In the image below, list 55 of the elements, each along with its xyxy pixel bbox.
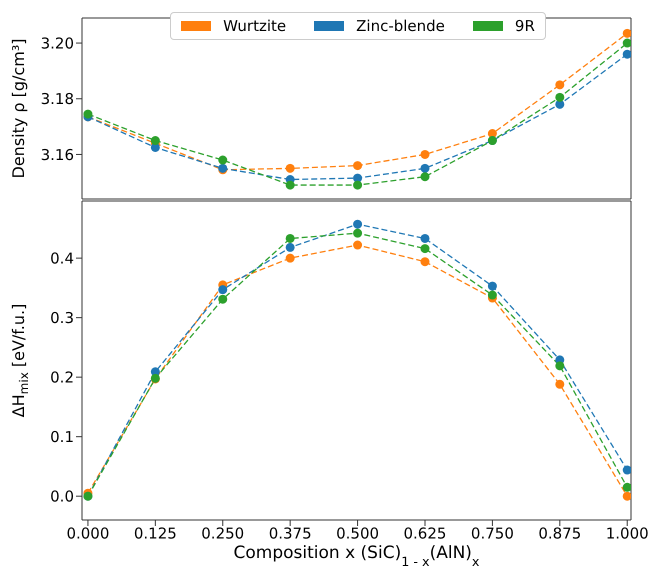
point: [353, 228, 362, 238]
point: [218, 294, 228, 304]
y-tick-label: 0.2: [50, 368, 74, 386]
y-tick-label: 0.3: [50, 308, 74, 327]
point: [286, 164, 295, 173]
x-axis-title: Composition x (SiC)$_{1 - x}$(AlN)$_{x}$: [234, 543, 480, 570]
point: [420, 150, 430, 159]
point: [286, 180, 295, 190]
point: [488, 290, 497, 300]
point: [286, 234, 295, 243]
point: [353, 161, 362, 170]
y-tick-label: 3.18: [40, 90, 74, 108]
point: [622, 466, 631, 475]
y-tick-label: 0.1: [50, 428, 74, 446]
point: [622, 482, 631, 492]
x-tick-label: 0.000: [66, 524, 110, 543]
point: [622, 38, 631, 48]
point: [150, 136, 160, 146]
y-tick-label: 0.4: [50, 249, 74, 268]
point: [286, 242, 295, 252]
x-tick-label: 0.375: [268, 524, 312, 543]
point: [555, 361, 564, 370]
x-tick-label: 0.750: [470, 524, 514, 543]
y-axis-title: Density ρ [g/cm³]: [9, 38, 28, 178]
point: [555, 380, 564, 389]
point: [218, 285, 228, 294]
point: [555, 92, 564, 102]
point: [420, 257, 430, 266]
point: [420, 164, 430, 173]
x-tick-label: 0.500: [336, 524, 380, 543]
point: [353, 240, 362, 250]
legend-label: Zinc-blende: [356, 17, 445, 35]
legend-label: Wurtzite: [223, 17, 286, 35]
point: [622, 50, 631, 59]
point: [420, 244, 430, 254]
x-tick-label: 0.125: [134, 524, 177, 543]
y-tick-label: 0.0: [50, 488, 74, 506]
point: [218, 156, 228, 165]
y-tick-label: 3.20: [40, 34, 74, 52]
y-tick-label: 3.16: [40, 146, 74, 164]
point: [83, 110, 92, 119]
point: [622, 28, 631, 38]
point: [420, 234, 430, 243]
x-tick-label: 1.000: [606, 524, 649, 543]
point: [353, 180, 362, 190]
point: [488, 282, 497, 291]
point: [353, 220, 362, 229]
x-tick-label: 0.250: [201, 524, 244, 543]
x-tick-label: 0.875: [538, 524, 582, 543]
point: [286, 254, 295, 263]
point: [420, 172, 430, 182]
point: [622, 492, 631, 501]
legend-label: 9R: [514, 17, 535, 35]
point: [555, 80, 564, 90]
x-tick-label: 0.625: [404, 524, 446, 543]
